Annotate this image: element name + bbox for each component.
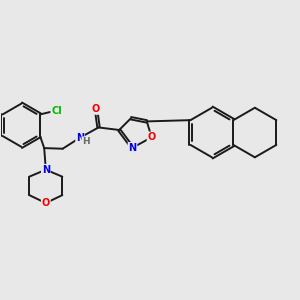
Text: H: H: [82, 137, 90, 146]
Text: Cl: Cl: [51, 106, 62, 116]
Text: N: N: [128, 143, 136, 153]
Text: O: O: [148, 132, 156, 142]
Text: N: N: [42, 165, 50, 175]
Text: O: O: [92, 104, 100, 114]
Text: O: O: [42, 198, 50, 208]
Text: N: N: [76, 133, 84, 142]
